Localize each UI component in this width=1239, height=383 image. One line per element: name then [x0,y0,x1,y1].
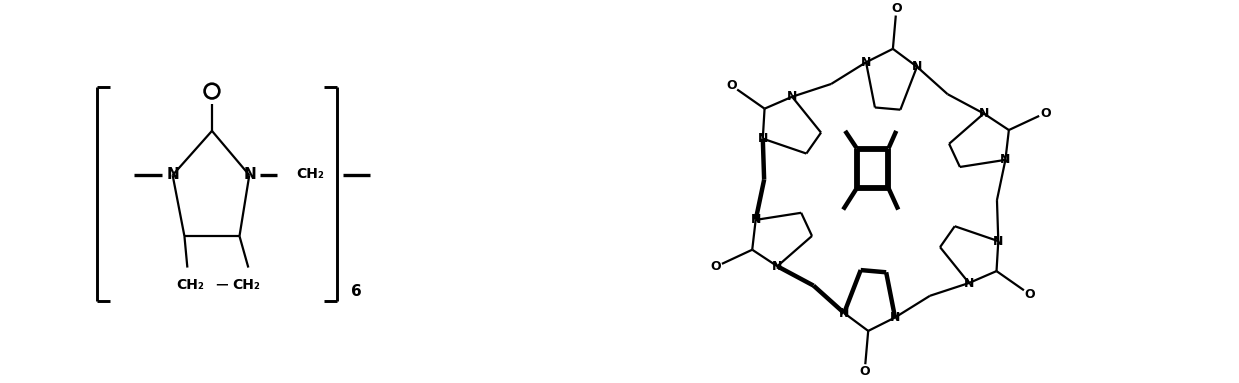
Text: N: N [912,60,922,73]
Text: N: N [757,132,768,145]
Text: N: N [861,56,871,69]
Text: N: N [772,260,783,273]
Text: CH₂: CH₂ [176,278,204,292]
Text: N: N [1000,153,1011,166]
Text: N: N [751,213,761,226]
Text: O: O [1025,288,1035,301]
Text: 6: 6 [351,284,362,299]
Text: N: N [839,306,849,319]
Text: O: O [726,79,737,92]
Text: O: O [891,2,902,15]
Text: O: O [1040,106,1051,119]
Text: N: N [787,90,798,103]
Circle shape [204,84,219,98]
Text: CH₂: CH₂ [296,167,325,181]
Text: O: O [860,365,870,378]
Text: N: N [964,277,974,290]
Text: O: O [710,260,721,273]
Text: N: N [890,311,901,324]
Text: N: N [244,167,256,182]
Text: ─: ─ [217,276,227,294]
Text: N: N [994,235,1004,248]
Text: N: N [166,167,178,182]
Text: CH₂: CH₂ [233,278,260,292]
Text: N: N [979,107,989,120]
